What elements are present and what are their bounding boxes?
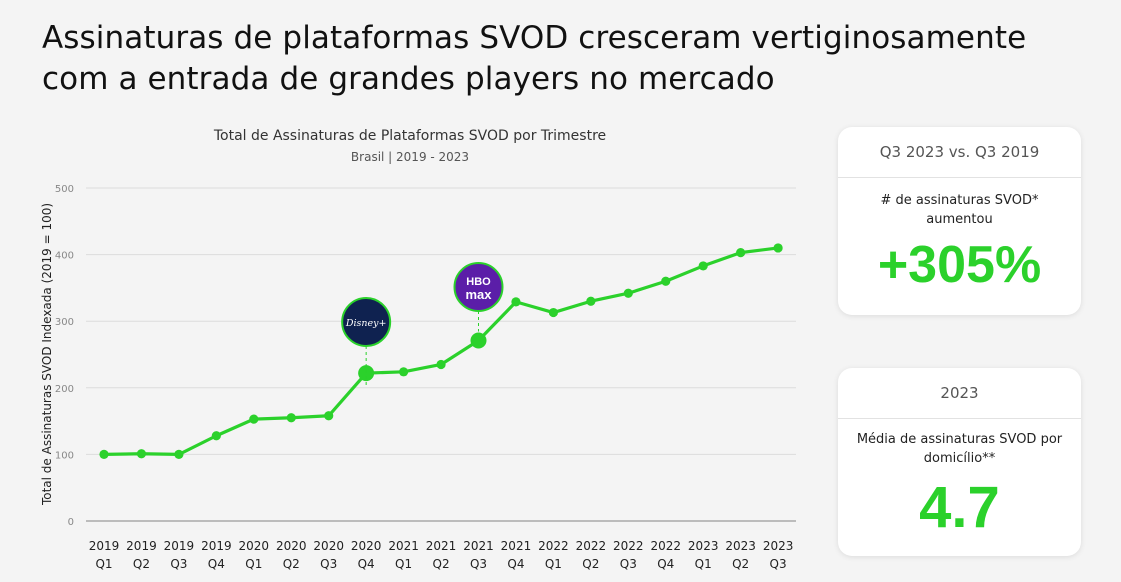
x-tick-label-quarter: Q1 [245,557,262,571]
x-tick-label-quarter: Q2 [133,557,150,571]
x-tick-label-year: 2022 [538,539,569,553]
x-tick-label-year: 2020 [313,539,344,553]
series-line [103,246,779,456]
x-tick-label-quarter: Q3 [320,557,337,571]
x-tick-label-quarter: Q4 [208,557,225,571]
y-tick-label: 300 [55,317,74,328]
average-card-value: 4.7 [919,475,1000,540]
x-tick-label-year: 2021 [501,539,532,553]
x-tick-label-year: 2022 [650,539,681,553]
chart-title: Total de Assinaturas de Plataformas SVOD… [213,128,607,144]
x-tick-label-quarter: Q2 [433,557,450,571]
x-tick-label-quarter: Q1 [395,557,412,571]
x-tick-label-year: 2023 [688,539,719,553]
data-point [249,414,259,424]
data-point [324,411,334,421]
y-axis-label: Total de Assinaturas SVOD Indexada (2019… [40,203,54,506]
x-tick-label-year: 2022 [576,539,607,553]
x-tick-label-quarter: Q4 [358,557,375,571]
data-point [773,243,783,253]
x-tick-label-year: 2021 [426,539,457,553]
average-card: 2023 Média de assinaturas SVOD por domic… [838,368,1081,556]
x-tick-label-year: 2019 [126,539,157,553]
x-tick-label-quarter: Q3 [620,557,637,571]
y-tick-label: 200 [55,384,74,395]
x-tick-label-year: 2020 [351,539,382,553]
average-card-description: Média de assinaturas SVOD por domicílio*… [856,432,1063,466]
data-point [286,413,296,423]
x-tick-label-quarter: Q1 [695,557,712,571]
data-point [399,367,409,377]
page-headline: Assinaturas de plataformas SVOD crescera… [42,20,1027,97]
x-tick-label-year: 2019 [201,539,232,553]
change-card-header: Q3 2023 vs. Q3 2019 [838,127,1081,178]
x-tick-label-year: 2020 [276,539,307,553]
disney-plus-icon [341,297,392,347]
hbo-max-icon [453,262,504,312]
change-card-value: +305% [877,236,1042,294]
x-tick-label-quarter: Q2 [732,557,749,571]
data-point [698,261,708,271]
data-point [661,276,671,286]
x-tick-label-year: 2023 [725,539,756,553]
x-tick-label-year: 2021 [463,539,494,553]
x-tick-label-quarter: Q3 [470,557,487,571]
change-card: Q3 2023 vs. Q3 2019 # de assinaturas SVO… [838,127,1081,315]
data-point [436,359,446,370]
data-point [470,332,487,349]
change-card-description: # de assinaturas SVOD* aumentou [880,193,1039,227]
x-tick-label-quarter: Q4 [657,557,674,571]
x-tick-label-quarter: Q2 [582,557,599,571]
data-point [623,288,633,298]
disney-plus-logo: Disney+ [341,297,392,347]
y-tick-label: 0 [68,517,74,528]
data-point [174,449,184,459]
x-tick-label-year: 2021 [388,539,419,553]
y-tick-label: 400 [55,251,74,262]
data-point [736,248,746,258]
data-point [211,431,221,441]
data-point [586,296,596,306]
average-card-header: 2023 [838,368,1081,419]
x-tick-label-year: 2022 [613,539,644,553]
x-tick-label-quarter: Q1 [545,557,562,571]
disney-plus-label: Disney+ [345,318,387,329]
chart-subtitle: Brasil | 2019 - 2023 [350,150,470,164]
x-tick-label-year: 2023 [763,539,794,553]
hbo-max-label-bottom: max [465,287,492,302]
data-point [511,297,521,307]
x-tick-label-quarter: Q2 [283,557,300,571]
x-tick-label-year: 2019 [89,539,120,553]
x-tick-label-year: 2019 [164,539,195,553]
x-tick-label-quarter: Q3 [770,557,787,571]
data-point [136,449,147,459]
x-tick-label-quarter: Q1 [95,557,112,571]
y-tick-label: 100 [55,450,74,461]
hbo-max-label-top: HBO [466,276,491,288]
data-point [99,449,109,459]
x-tick-label-quarter: Q3 [170,557,187,571]
y-tick-label: 500 [55,184,74,195]
data-point [358,365,375,382]
data-point [548,307,559,318]
x-tick-label-year: 2020 [239,539,270,553]
x-tick-label-quarter: Q4 [507,557,524,571]
